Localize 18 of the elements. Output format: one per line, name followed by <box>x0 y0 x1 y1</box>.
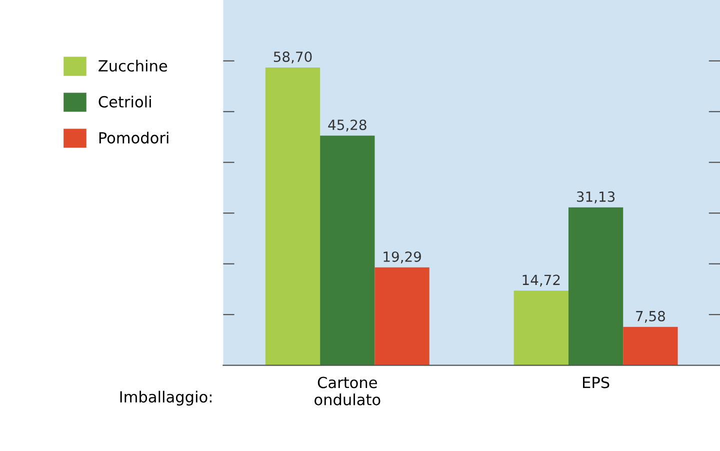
x-tick-label: EPS <box>583 376 610 388</box>
bar <box>374 267 430 366</box>
data-label: 31,13 <box>576 191 615 204</box>
data-label: 45,28 <box>328 120 366 132</box>
bar <box>320 136 375 366</box>
data-label: 19,29 <box>384 251 421 264</box>
bar <box>568 207 624 366</box>
data-label: 14,72 <box>522 274 560 287</box>
legend-label: Zucchine <box>98 60 168 72</box>
bar <box>514 290 568 366</box>
legend-label: Cetrioli <box>98 96 151 108</box>
x-tick-label: Cartone ondulato <box>314 376 380 406</box>
bar <box>623 326 678 366</box>
x-axis-title: Imballaggio: <box>120 390 212 406</box>
bar <box>265 67 320 366</box>
legend-label: Pomodori <box>99 132 168 144</box>
data-label: 58,70 <box>274 52 312 64</box>
data-label: 7,58 <box>636 310 665 323</box>
